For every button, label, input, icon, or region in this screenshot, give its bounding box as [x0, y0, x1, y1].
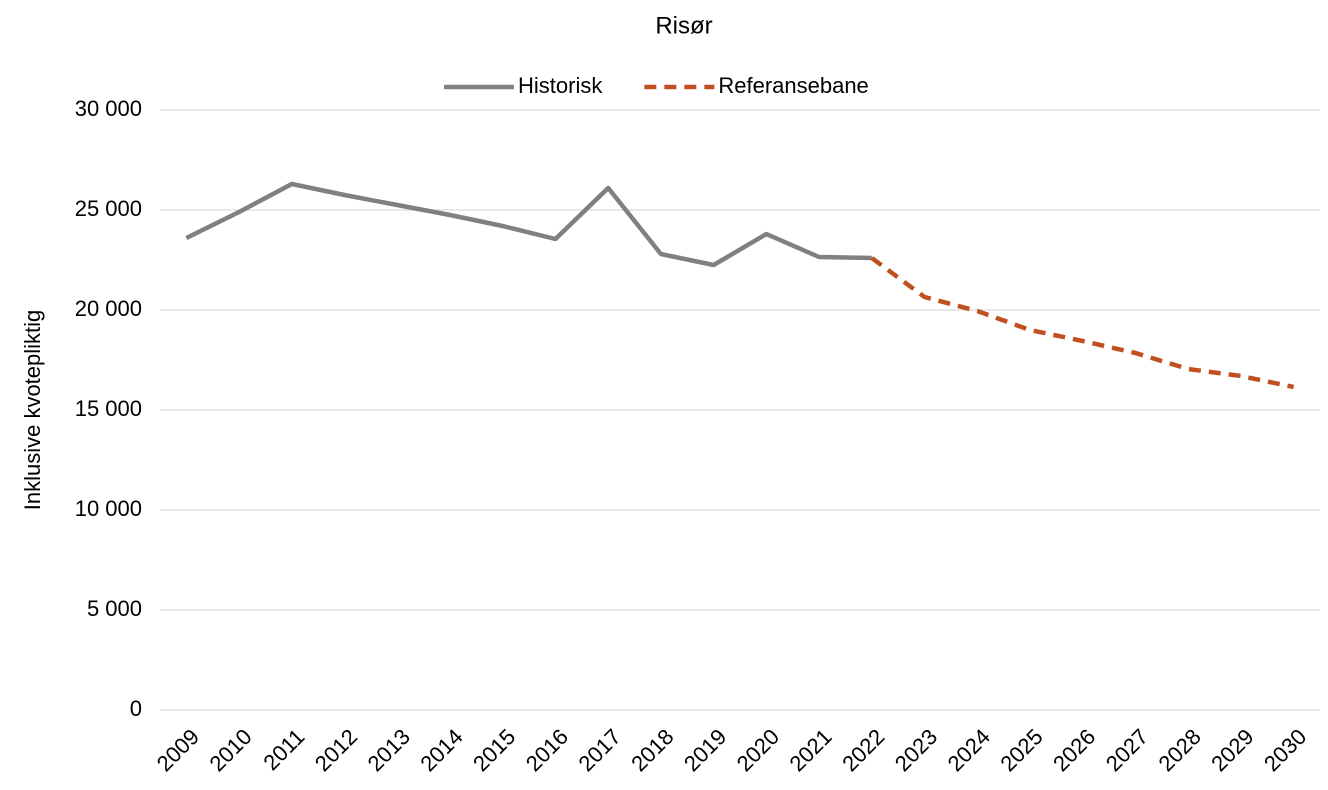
x-tick-label: 2026 [1048, 724, 1100, 776]
x-tick-label: 2022 [837, 724, 889, 776]
x-tick-label: 2028 [1154, 724, 1206, 776]
legend-label: Referansebane [718, 73, 868, 98]
x-tick-label: 2018 [626, 724, 678, 776]
x-tick-label: 2012 [310, 724, 362, 776]
x-tick-label: 2020 [732, 724, 784, 776]
y-tick-label: 15 000 [75, 396, 142, 421]
x-tick-label: 2010 [204, 724, 256, 776]
y-tick-label: 20 000 [75, 296, 142, 321]
x-tick-label: 2029 [1206, 724, 1258, 776]
x-tick-label: 2030 [1259, 724, 1311, 776]
x-tick-label: 2023 [890, 724, 942, 776]
x-tick-label: 2011 [258, 724, 309, 775]
x-tick-label: 2009 [152, 724, 204, 776]
y-tick-label: 5 000 [87, 596, 142, 621]
chart-title: Risør [655, 12, 712, 39]
legend-label: Historisk [518, 73, 603, 98]
y-tick-label: 10 000 [75, 496, 142, 521]
x-tick-label: 2024 [943, 724, 995, 776]
x-tick-label: 2025 [995, 724, 1047, 776]
y-tick-label: 0 [130, 696, 142, 721]
line [870, 256, 1295, 390]
y-tick-label: 25 000 [75, 196, 142, 221]
x-tick-label: 2014 [415, 724, 467, 776]
line [185, 181, 872, 268]
x-tick-label: 2027 [1101, 724, 1153, 776]
x-tick-label: 2016 [521, 724, 573, 776]
y-tick-label: 30 000 [75, 96, 142, 121]
x-tick-label: 2017 [574, 724, 626, 776]
x-tick-label: 2019 [679, 724, 731, 776]
x-tick-label: 2021 [784, 724, 836, 776]
x-tick-label: 2015 [468, 724, 520, 776]
x-tick-label: 2013 [363, 724, 415, 776]
y-axis-title: Inklusive kvotepliktig [20, 310, 45, 511]
